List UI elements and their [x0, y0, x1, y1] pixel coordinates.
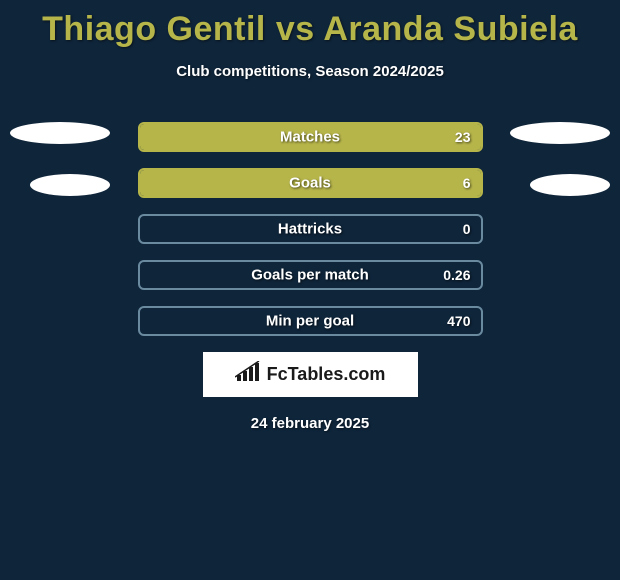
bar-value: 0.26 [443, 267, 470, 283]
bar-row: Min per goal 470 [138, 306, 483, 336]
chart-icon [235, 361, 261, 388]
page-title: Thiago Gentil vs Aranda Subiela [0, 0, 620, 49]
chart-area: Matches 23 Goals 6 Hattricks 0 Goals per match… [0, 122, 620, 336]
bar-row: Hattricks 0 [138, 214, 483, 244]
bar-value: 470 [447, 313, 470, 329]
bar-label: Goals [289, 175, 331, 192]
bar-value: 23 [455, 129, 471, 145]
date-text: 24 february 2025 [0, 415, 620, 432]
decor-ellipse [530, 174, 610, 196]
decor-ellipse [30, 174, 110, 196]
decor-ellipse [10, 122, 110, 144]
logo-text: FcTables.com [267, 364, 386, 385]
bars-container: Matches 23 Goals 6 Hattricks 0 Goals per match… [138, 122, 483, 336]
bar-value: 6 [463, 175, 471, 191]
decor-ellipse [510, 122, 610, 144]
bar-label: Goals per match [251, 267, 369, 284]
bar-label: Min per goal [266, 313, 354, 330]
bar-label: Matches [280, 129, 340, 146]
bar-row: Goals 6 [138, 168, 483, 198]
bar-row: Matches 23 [138, 122, 483, 152]
bar-value: 0 [463, 221, 471, 237]
bar-row: Goals per match 0.26 [138, 260, 483, 290]
logo-box: FcTables.com [203, 352, 418, 397]
bar-label: Hattricks [278, 221, 342, 238]
subtitle: Club competitions, Season 2024/2025 [0, 63, 620, 80]
